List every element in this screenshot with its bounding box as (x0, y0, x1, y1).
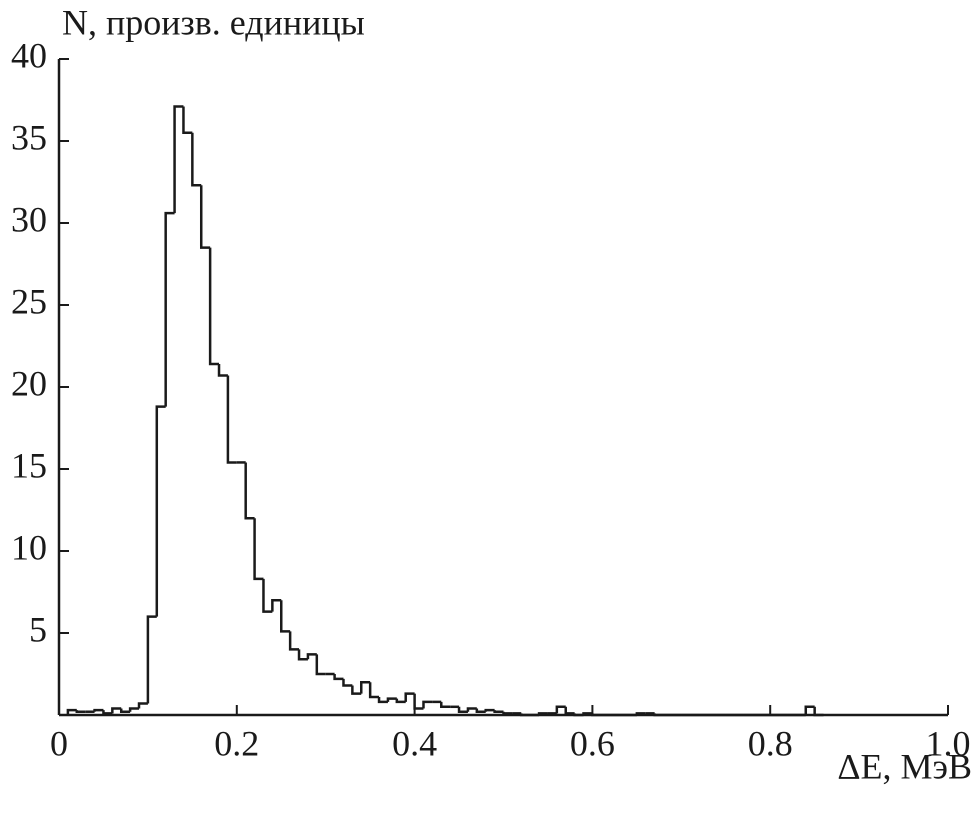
histogram-bin (333, 674, 344, 681)
histogram-bin (199, 185, 211, 249)
histogram-bin (191, 132, 202, 187)
y-tick-label: 25 (11, 281, 47, 321)
y-axis-label: N, произв. единицы (62, 2, 365, 42)
x-tick-label: 0 (50, 723, 68, 763)
histogram-bin (484, 708, 495, 712)
histogram-bin (413, 693, 424, 710)
histogram-bin (297, 649, 308, 661)
histogram-bin (182, 106, 193, 135)
histogram-bin (351, 685, 362, 695)
histogram-bin (475, 708, 486, 713)
histogram-bin (244, 462, 255, 520)
histogram-bin (493, 710, 504, 713)
histogram-bin (422, 700, 433, 709)
histogram-bin (502, 711, 513, 715)
histogram-bin (137, 702, 148, 709)
histogram-bin (653, 713, 664, 717)
y-tick-label: 35 (11, 117, 47, 157)
x-tick-label: 0.4 (392, 723, 437, 763)
histogram-bin (404, 692, 415, 702)
histogram-bin (208, 247, 220, 366)
x-axis-label: ΔE, МэВ (837, 746, 972, 786)
histogram-bin (573, 713, 584, 717)
histogram-bin (102, 710, 113, 715)
histogram-bin (306, 653, 317, 660)
histogram-bin (520, 713, 531, 717)
histogram-bin (146, 615, 157, 704)
histogram-bin (173, 105, 184, 214)
x-tick-label: 0.6 (570, 723, 615, 763)
histogram-bin (804, 705, 815, 715)
histogram-bin (582, 712, 593, 715)
histogram-bin (466, 707, 477, 712)
histogram-bin (66, 708, 77, 715)
histogram-bin (262, 578, 273, 613)
y-tick-label: 20 (11, 363, 47, 403)
histogram-bin (119, 708, 131, 713)
histogram-bin (288, 631, 300, 651)
y-tick-label: 10 (11, 527, 47, 567)
histogram-bin (368, 682, 380, 699)
y-tick-label: 40 (11, 35, 47, 75)
histogram-bin (635, 712, 646, 715)
y-tick-label: 5 (29, 609, 47, 649)
histogram-bin (457, 706, 468, 713)
x-tick-label: 0.8 (748, 723, 793, 763)
x-tick-label: 0.2 (214, 723, 259, 763)
histogram-bin (813, 706, 824, 717)
histogram-bin (315, 654, 326, 676)
histogram-bin (377, 696, 388, 704)
histogram-bin (155, 405, 166, 617)
histogram-bin (591, 713, 602, 717)
histogram-bin (128, 707, 140, 712)
histogram-bin (386, 697, 397, 702)
histogram-bin (440, 701, 451, 709)
x-tick-label: 1.0 (926, 723, 971, 763)
histogram-bin (395, 698, 406, 704)
histogram-bin (280, 600, 291, 633)
histogram-bin (271, 598, 282, 612)
histogram-bin (360, 680, 371, 694)
histogram-bin (226, 375, 237, 464)
y-tick-label: 30 (11, 199, 47, 239)
histogram-bin (564, 706, 575, 715)
histogram-bin (253, 518, 264, 581)
histogram-bin (555, 705, 566, 714)
histogram-bin (342, 678, 353, 687)
histogram-bin (537, 712, 548, 715)
y-tick-label: 15 (11, 445, 47, 485)
histogram-bin (93, 708, 104, 712)
histogram-bin (164, 211, 175, 407)
histogram-bin (75, 710, 86, 713)
histogram-bin (217, 364, 228, 377)
histogram-bin (111, 707, 122, 714)
